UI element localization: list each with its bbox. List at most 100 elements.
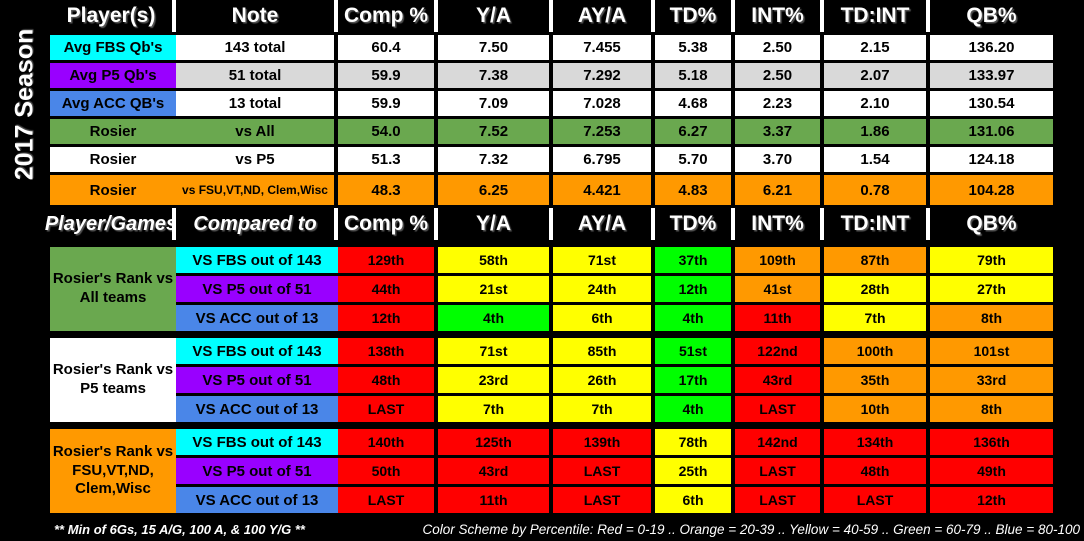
stat-cell: 131.06 (930, 119, 1053, 144)
rank-cell: 6th (655, 487, 731, 513)
rank-cell: 138th (338, 338, 434, 364)
footer: ** Min of 6Gs, 15 A/G, 100 A, & 100 Y/G … (50, 522, 1080, 537)
player-cell: Rosier (50, 175, 176, 205)
rank-cell: LAST (735, 396, 820, 422)
stat-cell: 7.50 (438, 35, 549, 60)
rank-cell: 4th (655, 396, 731, 422)
rank-cell: LAST (735, 458, 820, 484)
stat-cell: 2.10 (824, 91, 926, 116)
note-cell: 143 total (176, 35, 334, 60)
rank-cell: LAST (338, 396, 434, 422)
rank-cell: 35th (824, 367, 926, 393)
rank-cell: 33rd (930, 367, 1053, 393)
season-label: 2017 Season (10, 28, 39, 180)
stat-cell: 5.70 (655, 147, 731, 172)
stat-cell: 4.421 (553, 175, 651, 205)
rank-cell: 11th (735, 305, 820, 331)
rank-cell: 50th (338, 458, 434, 484)
rank-cell: 129th (338, 247, 434, 273)
column-header-compared-to: Compared to (176, 208, 334, 240)
stat-cell: 7.38 (438, 63, 549, 88)
stat-cell: 2.07 (824, 63, 926, 88)
rank-cell: 7th (438, 396, 549, 422)
stats-row-rosier-top5: Rosier vs FSU,VT,ND, Clem,Wisc 48.3 6.25… (50, 175, 1084, 205)
compared-to-cell: VS P5 out of 51 (176, 367, 338, 393)
compared-to-cell: VS P5 out of 51 (176, 276, 338, 302)
stats-row-rosier-all: Rosier vs All 54.0 7.52 7.253 6.27 3.37 … (50, 119, 1084, 144)
stat-cell: 124.18 (930, 147, 1053, 172)
rank-section-vs-all: Rosier's Rank vs All teams VS FBS out of… (50, 247, 1084, 331)
column-header-int-pct: INT% (735, 0, 820, 32)
rank-cell: LAST (553, 458, 651, 484)
rank-cell: 79th (930, 247, 1053, 273)
column-header-ya: Y/A (438, 0, 549, 32)
compared-to-cell: VS ACC out of 13 (176, 487, 338, 513)
note-cell: vs P5 (176, 147, 334, 172)
rank-cell: 12th (930, 487, 1053, 513)
stat-cell: 51.3 (338, 147, 434, 172)
column-header-ya: Y/A (438, 208, 549, 240)
rank-cell: 122nd (735, 338, 820, 364)
column-header-aya: AY/A (553, 208, 651, 240)
rank-cell: 44th (338, 276, 434, 302)
stat-cell: 136.20 (930, 35, 1053, 60)
note-cell: 51 total (176, 63, 334, 88)
rank-cell: 71st (553, 247, 651, 273)
rank-cell: LAST (338, 487, 434, 513)
stat-cell: 7.32 (438, 147, 549, 172)
column-header-player-games: Player/Games (45, 208, 177, 240)
stat-cell: 6.25 (438, 175, 549, 205)
rank-cell: 8th (930, 396, 1053, 422)
footer-min-note: ** Min of 6Gs, 15 A/G, 100 A, & 100 Y/G … (54, 522, 305, 537)
rank-cell: 25th (655, 458, 731, 484)
section-label: Rosier's Rank vs P5 teams (50, 338, 176, 422)
stat-cell: 104.28 (930, 175, 1053, 205)
rank-cell: 21st (438, 276, 549, 302)
section-label: Rosier's Rank vs FSU,VT,ND, Clem,Wisc (50, 429, 176, 513)
stat-cell: 7.292 (553, 63, 651, 88)
season-sidebar: 2017 Season (0, 0, 50, 208)
rank-cell: 12th (338, 305, 434, 331)
rank-cell: 85th (553, 338, 651, 364)
stat-cell: 130.54 (930, 91, 1053, 116)
stat-cell: 7.52 (438, 119, 549, 144)
rank-cell: LAST (553, 487, 651, 513)
column-header-td-int: TD:INT (824, 208, 926, 240)
stat-cell: 4.68 (655, 91, 731, 116)
stats-row-avg-fbs: Avg FBS Qb's 143 total 60.4 7.50 7.455 5… (50, 35, 1084, 60)
stat-cell: 1.54 (824, 147, 926, 172)
rank-cell: 24th (553, 276, 651, 302)
tables-area: Player(s) Note Comp % Y/A AY/A TD% INT% … (45, 0, 1084, 537)
stat-cell: 2.50 (735, 35, 820, 60)
stat-cell: 2.15 (824, 35, 926, 60)
column-header-players: Player(s) (50, 0, 172, 32)
rank-cell: 7th (824, 305, 926, 331)
column-header-note: Note (176, 0, 334, 32)
player-cell: Avg FBS Qb's (50, 35, 176, 60)
section-label: Rosier's Rank vs All teams (50, 247, 176, 331)
rank-section-vs-p5: Rosier's Rank vs P5 teams VS FBS out of … (50, 338, 1084, 422)
compared-to-cell: VS ACC out of 13 (176, 396, 338, 422)
rank-cell: 27th (930, 276, 1053, 302)
rank-cell: 87th (824, 247, 926, 273)
stats-row-avg-p5: Avg P5 Qb's 51 total 59.9 7.38 7.292 5.1… (50, 63, 1084, 88)
column-header-comp-pct: Comp % (338, 208, 434, 240)
rank-cell: 41st (735, 276, 820, 302)
column-header-int-pct: INT% (735, 208, 820, 240)
rank-cell: LAST (824, 487, 926, 513)
stat-cell: 2.50 (735, 63, 820, 88)
rank-cell: 43rd (735, 367, 820, 393)
stat-cell: 7.09 (438, 91, 549, 116)
compared-to-cell: VS P5 out of 51 (176, 458, 338, 484)
rank-cell: 78th (655, 429, 731, 455)
rank-cell: 48th (824, 458, 926, 484)
rank-cell: 51st (655, 338, 731, 364)
note-cell: vs All (176, 119, 334, 144)
rank-cell: 49th (930, 458, 1053, 484)
stat-cell: 59.9 (338, 91, 434, 116)
rank-cell: 23rd (438, 367, 549, 393)
rank-cell: 6th (553, 305, 651, 331)
rank-cell: 58th (438, 247, 549, 273)
rank-cell: 71st (438, 338, 549, 364)
stat-cell: 4.83 (655, 175, 731, 205)
